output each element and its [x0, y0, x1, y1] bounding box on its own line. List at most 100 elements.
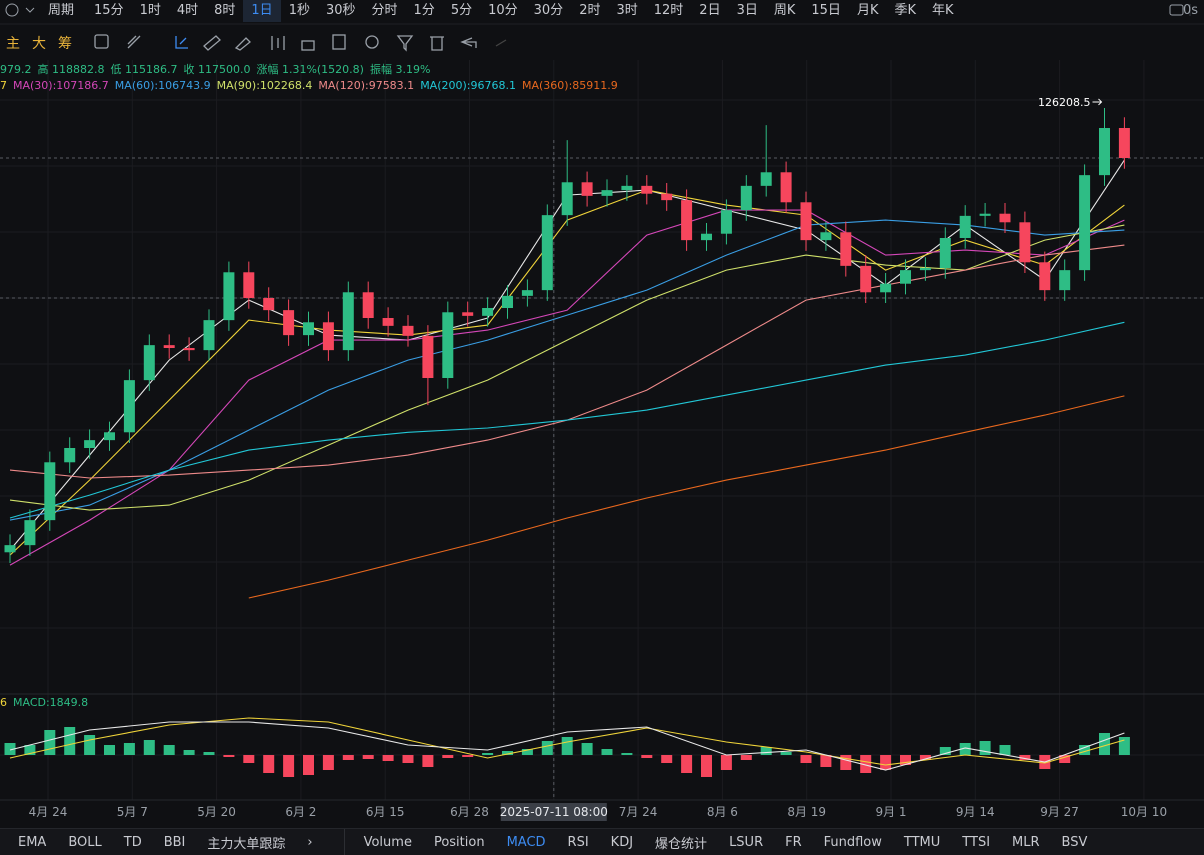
main-tab[interactable]: BBI [163, 834, 186, 850]
tool-icon[interactable] [271, 36, 285, 50]
candle-body [541, 215, 553, 291]
period-button[interactable]: 2日 [699, 3, 721, 18]
candle-body [422, 335, 434, 378]
candle-body [621, 185, 633, 191]
candle-body [939, 238, 951, 268]
period-button[interactable]: 5分 [450, 3, 473, 18]
sub-tab[interactable]: MLR [1012, 834, 1040, 850]
period-button[interactable]: 3日 [736, 3, 758, 18]
period-button[interactable]: 15分 [94, 3, 124, 18]
separator [343, 829, 353, 855]
sub-tab[interactable]: BSV [1061, 834, 1088, 850]
period-button[interactable]: 10分 [488, 3, 518, 18]
tool-icon[interactable] [94, 34, 109, 49]
macd-bar [322, 755, 334, 770]
period-button[interactable]: 3时 [616, 3, 638, 18]
ma-line [9, 219, 1125, 521]
macd-bar [502, 751, 513, 755]
main-tab[interactable]: TD [123, 834, 142, 850]
sub-tab[interactable]: MACD [506, 834, 546, 850]
legend-entry: 7 [0, 79, 7, 92]
candle-body [880, 283, 892, 293]
tool-icon[interactable] [175, 36, 188, 49]
candle-body [143, 345, 155, 381]
period-button[interactable]: 月K [856, 3, 879, 18]
mode-button[interactable]: 主 [6, 36, 20, 52]
period-button[interactable]: 1分 [413, 3, 435, 18]
candle-body [1039, 262, 1051, 291]
period-button[interactable]: 1秒 [288, 3, 310, 18]
x-tick-label: 9月 1 [875, 805, 906, 819]
macd-bar [760, 747, 772, 755]
macd-bar [860, 755, 872, 773]
sub-tab[interactable]: LSUR [729, 834, 764, 850]
tool-icon[interactable] [127, 35, 141, 49]
macd-bar [104, 745, 115, 755]
macd-bar [979, 741, 991, 755]
tool-icon[interactable] [495, 39, 507, 47]
tool-icon[interactable] [365, 35, 379, 49]
main-tab[interactable]: › [307, 834, 313, 850]
period-button[interactable]: 分时 [371, 3, 398, 18]
sub-tab[interactable]: Volume [363, 834, 412, 850]
macd-bar [143, 740, 155, 755]
main-tab[interactable]: BOLL [68, 834, 102, 850]
macd-bar [661, 755, 673, 763]
tool-icon[interactable] [430, 36, 444, 51]
tool-icon[interactable] [234, 37, 251, 51]
sub-tab[interactable]: KDJ [610, 834, 634, 850]
x-tick-label: 9月 14 [956, 805, 995, 819]
legend-entry: MA(200):96768.1 [420, 79, 516, 92]
macd-bar [203, 752, 215, 755]
macd-legend: 6 MACD:1849.8 [0, 696, 94, 709]
legend-entry: MA(120):97583.1 [318, 79, 415, 92]
candle-body [919, 268, 931, 271]
candle-body [581, 182, 593, 196]
chevron-icon[interactable] [25, 7, 35, 13]
main-tab[interactable]: EMA [18, 834, 47, 850]
clock-icon[interactable] [5, 3, 19, 17]
tool-icon[interactable] [301, 40, 315, 51]
period-button[interactable]: 年K [932, 3, 954, 18]
macd-bar [64, 727, 76, 755]
candle-body [900, 270, 911, 284]
period-button[interactable]: 季K [894, 3, 916, 18]
sub-tab[interactable]: RSI [567, 834, 589, 850]
candle-body [223, 272, 235, 321]
sub-tab[interactable]: TTMU [903, 834, 941, 850]
period-button[interactable]: 2时 [579, 3, 601, 18]
period-menu[interactable]: 周期 [48, 3, 75, 18]
mode-button[interactable]: 大 [32, 36, 46, 52]
tool-icon[interactable] [460, 37, 477, 48]
period-button[interactable]: 4时 [176, 3, 199, 18]
candle-body [1118, 128, 1130, 158]
mode-button[interactable]: 筹 [58, 36, 72, 52]
period-button[interactable]: 8时 [214, 3, 236, 18]
ohlc-field: 979.2 [0, 62, 32, 76]
sub-tab[interactable]: TTSI [962, 834, 991, 850]
macd-bar [701, 755, 712, 777]
candle-body [4, 545, 16, 553]
sub-tab[interactable]: FR [785, 834, 802, 850]
period-button[interactable]: 周K [773, 3, 796, 18]
period-button[interactable]: 30分 [533, 3, 564, 18]
camera-icon[interactable] [1169, 4, 1184, 16]
sub-tab[interactable]: 爆仓统计 [655, 836, 708, 852]
period-button[interactable]: 1时 [139, 3, 161, 18]
mode-bar: 主大筹 [0, 32, 78, 54]
sub-tab[interactable]: Fundflow [823, 834, 882, 850]
tool-icon[interactable] [203, 35, 221, 51]
macd-bar [840, 755, 852, 770]
x-tick-label: 8月 6 [707, 805, 738, 819]
period-button[interactable]: 1日 [243, 0, 281, 22]
period-button[interactable]: 15日 [811, 3, 841, 18]
ohlc-field: 涨幅 1.31%(1520.8) [256, 63, 364, 76]
main-tab[interactable]: 主力大单跟踪 [207, 836, 286, 852]
tool-icon[interactable] [332, 34, 346, 50]
sub-tab[interactable]: Position [433, 834, 485, 850]
x-tick-label: 6月 2 [285, 805, 316, 819]
tool-icon[interactable] [396, 35, 414, 52]
period-button[interactable]: 30秒 [325, 3, 356, 18]
period-button[interactable]: 12时 [653, 3, 684, 18]
